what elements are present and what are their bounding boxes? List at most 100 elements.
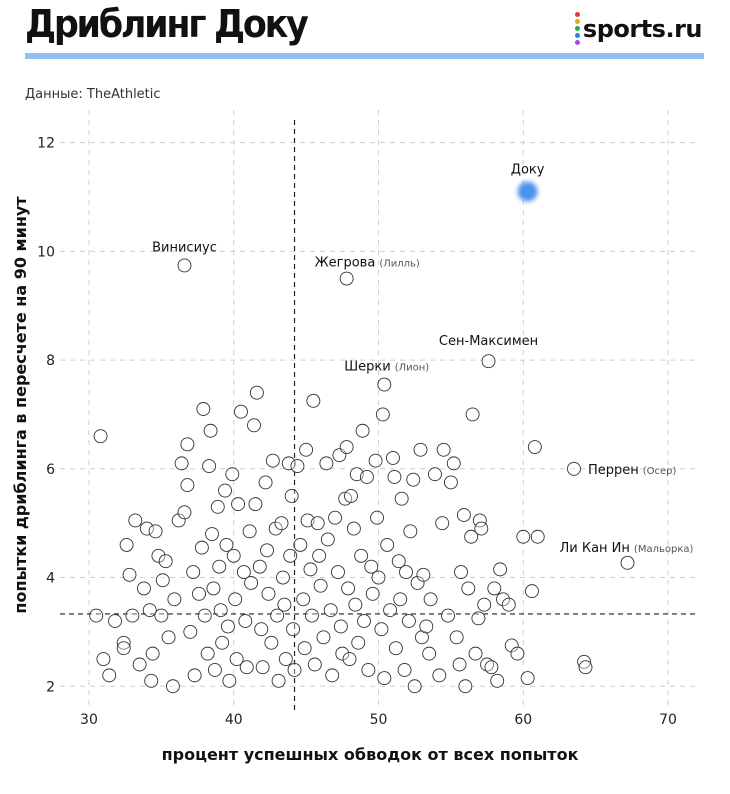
data-point — [206, 581, 221, 596]
data-point — [501, 597, 516, 612]
data-point — [487, 581, 502, 596]
data-point — [449, 630, 464, 645]
data-point — [496, 592, 510, 607]
y-axis-title: попытки дриблинга в пересчете на 90 мину… — [11, 196, 30, 614]
data-point — [231, 497, 246, 512]
data-point — [225, 467, 240, 482]
data-point — [493, 562, 508, 577]
data-point — [142, 603, 157, 618]
data-point — [357, 614, 371, 628]
data-point — [432, 668, 447, 683]
data-point — [132, 657, 147, 672]
reference-lines — [60, 120, 697, 710]
data-point — [341, 581, 356, 596]
data-point — [89, 608, 104, 623]
data-point — [454, 565, 468, 580]
data-point — [319, 456, 334, 471]
data-point — [387, 470, 402, 484]
data-point — [368, 453, 383, 468]
x-axis-title: процент успешных обводок от всех попыток — [162, 745, 579, 764]
data-point — [416, 567, 431, 582]
highlight-marker — [517, 181, 538, 202]
title-underline — [25, 53, 704, 59]
data-point — [361, 662, 376, 677]
data-point — [422, 646, 437, 661]
data-point — [144, 673, 159, 688]
data-point — [458, 679, 473, 694]
data-point — [116, 641, 131, 656]
sports-ru-logo[interactable]: sports.ru — [574, 12, 703, 45]
player-club: (Мальорка) — [634, 544, 694, 555]
player-name: Ли Кан Ин — [560, 541, 630, 556]
data-point — [333, 619, 348, 634]
data-point — [228, 592, 243, 607]
player-name: Перрен — [588, 463, 639, 478]
data-point — [274, 516, 289, 531]
data-point — [196, 402, 211, 416]
data-point — [410, 576, 425, 590]
data-point — [139, 521, 154, 536]
data-point — [210, 499, 225, 514]
data-point — [290, 459, 305, 474]
y-tick-label: 10 — [37, 244, 55, 260]
data-point — [474, 521, 489, 536]
point-labels: Доку Винисиус Жегрова (Лилль) Сен-Максимен Ше… — [152, 163, 693, 556]
data-point — [370, 510, 385, 525]
data-point — [516, 529, 531, 544]
data-point — [566, 461, 581, 476]
data-points — [89, 258, 635, 694]
data-point — [468, 646, 483, 661]
data-point — [154, 608, 169, 623]
logo-dot-0 — [574, 12, 580, 17]
player-label: Сен-Максимен — [439, 334, 538, 349]
data-point — [344, 489, 358, 503]
y-tick-label: 4 — [46, 571, 55, 587]
data-point — [504, 638, 519, 653]
data-point — [419, 619, 434, 634]
y-tick-label: 6 — [46, 462, 55, 478]
player-name: Винисиус — [152, 240, 217, 255]
data-point — [397, 662, 412, 677]
data-point — [122, 567, 137, 582]
x-tick-label: 30 — [80, 712, 98, 728]
data-point — [281, 456, 296, 471]
data-point — [137, 581, 151, 596]
data-point — [174, 456, 189, 471]
data-point — [287, 662, 302, 677]
data-point — [200, 646, 215, 661]
data-point — [254, 622, 269, 637]
data-point — [443, 475, 458, 490]
data-point — [102, 668, 117, 683]
player-label: Винисиус — [152, 240, 217, 255]
data-point — [364, 559, 379, 574]
data-point — [348, 597, 363, 612]
data-point — [167, 592, 182, 607]
logo-dot-3 — [574, 33, 580, 38]
data-point — [393, 592, 408, 607]
x-tick-label: 60 — [514, 712, 532, 728]
data-point — [307, 657, 322, 672]
data-point — [270, 608, 285, 623]
data-point — [207, 662, 222, 677]
data-point — [212, 559, 227, 574]
data-point — [265, 453, 280, 468]
data-point — [186, 565, 201, 580]
data-point — [371, 570, 386, 585]
player-label: Ли Кан Ин (Мальорка) — [560, 541, 694, 556]
player-name: Сен-Максимен — [439, 334, 538, 349]
data-point — [180, 437, 195, 452]
data-point — [401, 614, 416, 628]
data-point — [464, 529, 479, 544]
data-point — [351, 635, 366, 650]
data-point — [108, 614, 122, 628]
data-point — [151, 548, 166, 563]
data-point — [96, 652, 111, 667]
data-point — [386, 450, 400, 465]
data-point — [339, 440, 354, 455]
data-point — [310, 516, 325, 531]
data-point — [286, 622, 301, 637]
y-tick-label: 8 — [46, 353, 55, 369]
grid-lines — [60, 110, 697, 708]
data-point — [320, 532, 335, 547]
